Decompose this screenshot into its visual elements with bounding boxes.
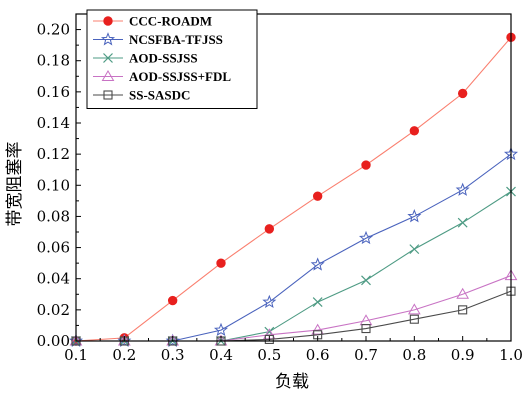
legend-label: SS-SASDC	[129, 88, 190, 103]
series-line	[76, 191, 512, 342]
marker-point	[458, 305, 468, 315]
x-axis-label: 负载	[275, 372, 309, 392]
marker-point	[409, 126, 420, 136]
y-tick-label: 0.18	[37, 52, 70, 70]
series-ss-sasdc	[71, 286, 516, 346]
y-tick-label: 0.14	[37, 114, 70, 132]
x-tick-label: 0.3	[161, 346, 185, 364]
y-tick-label: 0.02	[37, 301, 70, 319]
marker-point	[101, 70, 115, 81]
x-tick-label: 0.2	[112, 346, 136, 364]
series-aod-ssjss-fdl	[69, 269, 518, 346]
marker-point	[361, 323, 371, 334]
marker-point	[409, 314, 419, 324]
marker-point	[262, 294, 277, 309]
legend-entry: CCC-ROADM	[93, 14, 212, 29]
marker-point	[456, 287, 470, 299]
legend-entry: SS-SASDC	[93, 88, 190, 103]
legend-label: AOD-SSJSS+FDL	[129, 69, 231, 84]
legend-label: NCSFBA-TFJSS	[129, 32, 223, 47]
series-aod-ssjss	[71, 186, 516, 346]
marker-point	[407, 209, 422, 223]
x-tick-label: 0.9	[451, 346, 475, 364]
y-tick-label: 0.04	[37, 270, 70, 288]
marker-point	[264, 224, 275, 234]
legend-entry: NCSFBA-TFJSS	[93, 32, 223, 47]
x-tick-label: 0.5	[257, 346, 281, 364]
x-tick-label: 1.0	[499, 346, 523, 364]
y-tick-label: 0.12	[37, 145, 70, 163]
y-tick-label: 0.06	[37, 239, 70, 257]
marker-point	[457, 88, 468, 99]
legend-entry: AOD-SSJSS	[93, 51, 198, 66]
marker-point	[312, 297, 323, 307]
axes: 0.00 0.02 0.04 0.06 0.08 0.10 0.12 0.14 0.16 0.18…	[37, 13, 523, 364]
marker-point	[216, 258, 226, 268]
series-ncsfba-tfjss	[68, 146, 519, 347]
legend-box	[86, 9, 258, 109]
marker-point	[409, 244, 420, 255]
marker-point	[100, 32, 116, 46]
series-line	[75, 37, 512, 342]
legend-label: CCC-ROADM	[129, 14, 212, 29]
marker-point	[361, 275, 371, 286]
marker-point	[310, 257, 325, 271]
y-tick-label: 0.16	[37, 83, 70, 101]
marker-point	[103, 53, 113, 63]
marker-point	[213, 322, 229, 337]
marker-point	[103, 90, 113, 100]
series-line	[76, 275, 512, 342]
y-axis-label: 带宽阻塞率	[5, 142, 25, 227]
marker-point	[167, 295, 178, 306]
marker-point	[457, 217, 468, 228]
y-tick-label: 0.20	[37, 21, 70, 39]
x-tick-label: 0.4	[209, 346, 233, 364]
y-tick-label: 0.00	[37, 332, 70, 350]
marker-point	[361, 160, 371, 170]
series-line	[76, 290, 512, 342]
marker-point	[358, 230, 374, 245]
marker-point	[455, 182, 470, 196]
legend-entry: AOD-SSJSS+FDL	[93, 69, 231, 84]
marker-point	[103, 16, 113, 26]
marker-point	[311, 323, 325, 335]
legend: CCC-ROADM NCSFBA-TFJSS AOD-SSJSS AOD-SSJSS+…	[86, 9, 258, 109]
x-tick-label: 0.1	[64, 346, 88, 364]
marker-point	[407, 303, 421, 315]
x-tick-label: 0.8	[402, 346, 426, 364]
marker-point	[264, 334, 274, 344]
y-tick-label: 0.10	[37, 176, 70, 194]
marker-point	[312, 191, 323, 201]
x-tick-label: 0.6	[306, 346, 330, 364]
x-tick-label: 0.7	[354, 346, 378, 364]
legend-label: AOD-SSJSS	[129, 51, 198, 66]
y-tick-label: 0.08	[37, 207, 70, 225]
